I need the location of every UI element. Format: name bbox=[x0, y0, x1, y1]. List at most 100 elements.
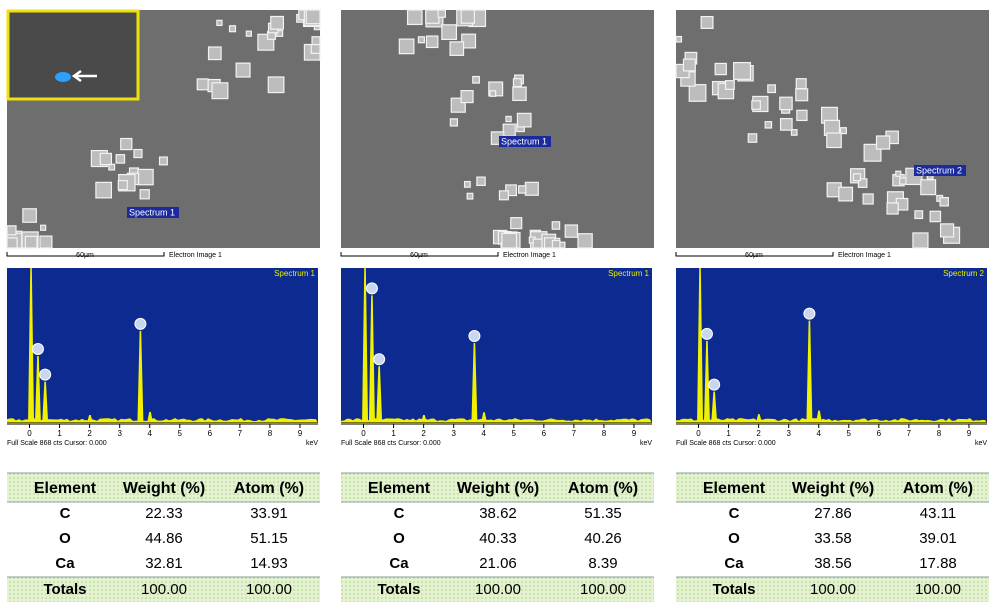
spectrum-footer: Full Scale 868 cts Cursor: 0.000 bbox=[7, 440, 107, 447]
crystal bbox=[578, 234, 592, 248]
x-tick-label: 8 bbox=[937, 429, 942, 438]
crystal bbox=[552, 222, 559, 229]
crystal bbox=[100, 153, 111, 164]
crystal bbox=[726, 81, 735, 90]
crystal bbox=[900, 178, 906, 184]
table-cell: 40.26 bbox=[584, 530, 622, 547]
crystal bbox=[442, 25, 457, 40]
spectrum-title: Spectrum 2 bbox=[943, 269, 984, 278]
crystal bbox=[768, 85, 776, 93]
crystal bbox=[461, 10, 474, 23]
crystal bbox=[565, 225, 577, 237]
table-cell: Ca bbox=[724, 555, 744, 572]
crystal bbox=[450, 119, 457, 126]
crystal bbox=[513, 79, 521, 87]
crystal bbox=[781, 119, 793, 131]
inset-target bbox=[55, 72, 71, 82]
crystal bbox=[854, 174, 861, 181]
x-unit: keV bbox=[975, 440, 987, 447]
x-tick-label: 2 bbox=[756, 429, 761, 438]
crystal bbox=[40, 236, 52, 248]
crystal bbox=[511, 218, 522, 229]
crystal bbox=[525, 182, 538, 195]
crystal bbox=[134, 150, 142, 158]
crystal bbox=[217, 20, 222, 25]
crystal bbox=[465, 182, 471, 188]
crystal bbox=[7, 226, 16, 235]
crystal bbox=[887, 203, 898, 214]
crystal bbox=[796, 89, 808, 101]
x-tick-label: 3 bbox=[117, 429, 122, 438]
crystal bbox=[23, 209, 36, 222]
crystal bbox=[96, 182, 112, 198]
table-header: Weight (%) bbox=[457, 480, 539, 497]
crystal bbox=[499, 191, 508, 200]
crystal bbox=[246, 31, 251, 36]
crystal bbox=[765, 122, 771, 128]
spectrum-footer: Full Scale 868 cts Cursor: 0.000 bbox=[676, 440, 776, 447]
crystal bbox=[734, 63, 751, 80]
table-cell: Ca bbox=[55, 555, 75, 572]
table-cell: 43.11 bbox=[920, 505, 956, 522]
crystal bbox=[312, 37, 320, 45]
crystal bbox=[863, 194, 873, 204]
table-cell: 27.86 bbox=[814, 505, 852, 522]
table-header: Atom (%) bbox=[903, 480, 973, 497]
x-tick-label: 5 bbox=[847, 429, 852, 438]
x-tick-label: 2 bbox=[87, 429, 92, 438]
table-cell: 100.00 bbox=[915, 581, 961, 598]
crystal bbox=[839, 187, 853, 201]
crystal bbox=[517, 113, 531, 127]
image-label: Electron Image 1 bbox=[169, 252, 222, 259]
x-unit: keV bbox=[306, 440, 318, 447]
table-header: Atom (%) bbox=[568, 480, 638, 497]
crystal bbox=[748, 134, 756, 142]
crystal bbox=[450, 42, 464, 56]
x-tick-label: 1 bbox=[57, 429, 62, 438]
table-cell: 38.56 bbox=[814, 555, 852, 572]
crystal bbox=[418, 37, 424, 43]
spectrum-title: Spectrum 1 bbox=[608, 269, 649, 278]
crystal bbox=[506, 116, 511, 121]
crystal bbox=[477, 177, 485, 185]
crystal bbox=[438, 10, 445, 17]
table-cell: Totals bbox=[377, 581, 420, 598]
table-cell: 100.00 bbox=[580, 581, 626, 598]
x-tick-label: 3 bbox=[786, 429, 791, 438]
x-tick-label: 9 bbox=[632, 429, 637, 438]
x-tick-label: 2 bbox=[421, 429, 426, 438]
table-cell: 39.01 bbox=[919, 530, 957, 547]
crystal bbox=[461, 91, 473, 103]
scale-label: 60µm bbox=[76, 252, 94, 259]
table-cell: C bbox=[729, 505, 740, 522]
page: Spectrum 1 60µm Electron Image 1 Spectrum 1… bbox=[0, 0, 989, 602]
crystal bbox=[230, 26, 236, 32]
peak-marker bbox=[135, 318, 146, 329]
table-cell: 38.62 bbox=[479, 505, 517, 522]
table-cell: 14.93 bbox=[250, 555, 288, 572]
crystal bbox=[25, 236, 37, 248]
crystal bbox=[921, 180, 936, 195]
crystal bbox=[689, 85, 706, 102]
table-cell: 33.91 bbox=[250, 505, 288, 522]
table-cell: 22.33 bbox=[145, 505, 183, 522]
crystal bbox=[306, 10, 320, 24]
table-cell: 32.81 bbox=[145, 555, 183, 572]
x-tick-label: 0 bbox=[27, 429, 32, 438]
table-cell: Totals bbox=[43, 581, 86, 598]
crystal bbox=[503, 124, 515, 136]
x-tick-label: 8 bbox=[268, 429, 273, 438]
x-tick-label: 5 bbox=[512, 429, 517, 438]
x-tick-label: 0 bbox=[696, 429, 701, 438]
table-cell: 100.00 bbox=[475, 581, 521, 598]
table-cell: Totals bbox=[712, 581, 755, 598]
table-cell: 8.39 bbox=[588, 555, 617, 572]
spectrum-tag: Spectrum 1 bbox=[129, 207, 175, 217]
x-unit: keV bbox=[640, 440, 652, 447]
x-tick-label: 6 bbox=[208, 429, 213, 438]
x-tick-label: 4 bbox=[148, 429, 153, 438]
table-cell: 100.00 bbox=[246, 581, 292, 598]
crystal bbox=[41, 225, 46, 230]
crystal bbox=[467, 193, 473, 199]
table-cell: C bbox=[60, 505, 71, 522]
